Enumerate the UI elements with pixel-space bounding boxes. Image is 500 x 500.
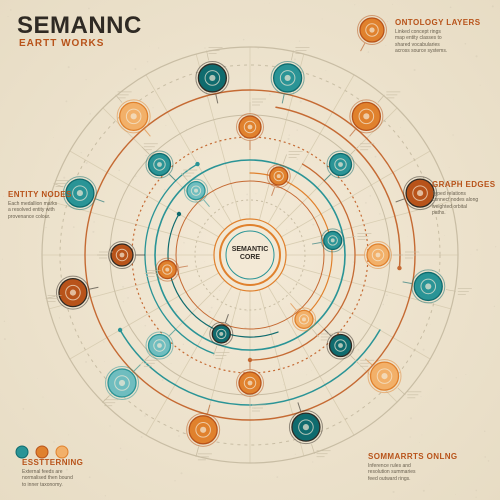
legend-swatch-0 [16, 446, 28, 458]
legend-swatch-2 [56, 446, 68, 458]
corner-heading-right-mid: GRAPH EDGES [432, 180, 496, 189]
center-label-line1: SEMANTIC [232, 246, 269, 253]
connector-endpoint [397, 266, 401, 270]
corner-body-bottom-right: Inference rules and resolution summaries… [368, 463, 416, 482]
legend-swatch-1 [36, 446, 48, 458]
corner-heading-bottom-right: SOMMARRTS ONLNG [368, 452, 458, 461]
connector-endpoint [177, 212, 181, 216]
corner-body-top-right: Linked concept rings map entity classes … [395, 29, 447, 54]
main-title: SEMANNC [17, 12, 142, 40]
connector-endpoint [118, 328, 122, 332]
center-label: SEMANTIC CORE [222, 246, 278, 261]
subtitle: EARTT WORKS [19, 38, 104, 49]
connector-endpoint [195, 162, 199, 166]
corner-heading-top-right: ONTOLOGY LAYERS [395, 18, 480, 27]
corner-body-right-mid: Typed relations connect nodes along weig… [432, 191, 478, 216]
corner-heading-left-mid: ENTITY NODES [8, 190, 72, 199]
corner-body-bottom-left: External feeds are normalised then bound… [22, 469, 73, 488]
infographic-stage: SEMANNC EARTT WORKS SEMANTIC CORE ONTOLO… [0, 0, 500, 500]
corner-body-left-mid: Each medallion marks a resolved entity w… [8, 201, 57, 220]
corner-heading-bottom-left: ESSTTERNING [22, 458, 83, 467]
center-label-line2: CORE [240, 254, 260, 261]
